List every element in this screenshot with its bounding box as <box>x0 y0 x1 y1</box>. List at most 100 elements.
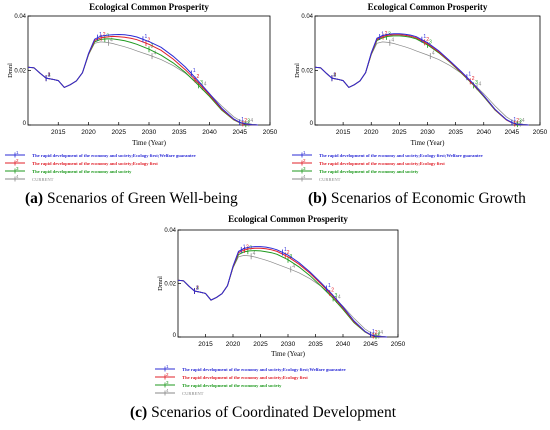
chart-b-series-1-marker-label: 1 <box>423 34 426 40</box>
chart-c-series-2-marker-label: 2 <box>375 330 378 336</box>
chart-c-xtick-label: 2035 <box>308 341 323 348</box>
chart-a-series-3-marker-label: 3 <box>48 73 51 79</box>
chart-b-xtick-label: 2020 <box>364 129 379 136</box>
chart-a-series-1-marker-label: 1 <box>144 34 147 40</box>
chart-a-series-2-marker-label: 2 <box>244 118 247 124</box>
chart-a-legend-2-number: 2 <box>16 158 19 163</box>
chart-b-series-2-line <box>314 34 529 126</box>
chart-b-series-4-marker-label: 4 <box>333 73 336 79</box>
chart-b-series-1-marker-label: 1 <box>381 31 384 37</box>
chart-b-xtick-label: 2050 <box>533 129 548 136</box>
caption-b: (b) Scenarios of Economic Growth <box>308 190 526 208</box>
chart-c-ytick-label: 0.02 <box>164 282 176 288</box>
chart-c-series-2-marker-label: 2 <box>196 285 199 291</box>
chart-c-legend-4-number: 4 <box>166 388 169 393</box>
chart-c-series-1-marker-label: 1 <box>243 244 246 250</box>
chart-c-xlabel: Time (Year) <box>271 350 306 358</box>
chart-a-series-2-marker-label: 2 <box>196 74 199 80</box>
chart-b-legend-4-number: 4 <box>303 174 306 179</box>
chart-a-xtick-label: 2035 <box>172 129 187 136</box>
chart-c-xtick-label: 2020 <box>226 341 241 348</box>
chart-a-xlabel: Time (Year) <box>132 139 167 147</box>
chart-a-ylabel: Dmnl <box>7 63 14 78</box>
chart-b-series-1-line <box>314 33 529 126</box>
chart-c-series-1-line <box>177 246 388 338</box>
chart-c-series-3-marker-label: 3 <box>335 293 338 299</box>
chart-b-series-3-marker-label: 3 <box>475 80 478 86</box>
chart-c-series-4-marker-label: 4 <box>196 285 199 291</box>
chart-b-series-1-marker-label: 1 <box>513 117 516 123</box>
chart-c-series-4-marker-label: 4 <box>292 264 295 270</box>
chart-a-plot-frame <box>27 15 271 126</box>
chart-b-legend-2-number: 2 <box>303 158 306 163</box>
chart-c-legend-1-number: 1 <box>166 364 169 369</box>
chart-a-xtick-label: 2040 <box>202 129 217 136</box>
chart-c-series-4-marker-label: 4 <box>338 294 341 300</box>
chart-a-legend-2-label: The rapid development of the economy and… <box>32 161 158 166</box>
chart-b-series-1-marker-label: 1 <box>333 73 336 79</box>
chart-a-ytick-label: 0.02 <box>14 69 26 75</box>
chart-b-series-4-marker-label: 4 <box>522 118 525 124</box>
chart-c-ytick-label: 0 <box>173 333 177 339</box>
chart-b-series-2-marker-label: 2 <box>385 31 388 37</box>
chart-c-series-4-marker-label: 4 <box>253 251 256 257</box>
chart-b-xtick-label: 2015 <box>336 129 351 136</box>
chart-c-series-1-marker-label: 1 <box>372 329 375 335</box>
chart-a-series-4-marker-label: 4 <box>250 118 253 124</box>
chart-b-series-3-marker-label: 3 <box>429 39 432 45</box>
chart-a-xtick-label: 2020 <box>81 129 96 136</box>
chart-a-legend-3-label: The rapid development of the economy and… <box>32 169 132 174</box>
chart-a-series-4-marker-label: 4 <box>204 82 207 88</box>
chart-b-legend-3-label: The rapid development of the economy and… <box>319 169 419 174</box>
chart-c-series-3-marker-label: 3 <box>196 285 199 291</box>
chart-c-legend-4-label: CURRENT <box>182 391 204 396</box>
chart-c-xtick-label: 2015 <box>198 341 213 348</box>
caption-b-text: Scenarios of Economic Growth <box>326 190 526 207</box>
chart-b-xlabel: Time (Year) <box>411 139 446 147</box>
chart-a-legend-1-number: 1 <box>16 150 19 155</box>
chart-a-series-2-marker-label: 2 <box>147 38 150 44</box>
chart-a-xtick-label: 2025 <box>112 129 127 136</box>
chart-b-ylabel: Dmnl <box>294 63 301 78</box>
chart-a-series-1-marker-label: 1 <box>241 117 244 123</box>
chart-c-xtick-label: 2040 <box>336 341 351 348</box>
chart-a-series-2-marker-label: 2 <box>48 73 51 79</box>
chart-c-xtick-label: 2025 <box>253 341 268 348</box>
caption-c-text: Scenarios of Coordinated Development <box>147 404 396 421</box>
chart-c-series-1-marker-label: 1 <box>284 247 287 253</box>
chart-b-series-1-marker-label: 1 <box>468 72 471 78</box>
chart-c-plot-frame <box>177 229 399 338</box>
chart-a-xtick-label: 2030 <box>142 129 157 136</box>
chart-b-xtick-label: 2040 <box>477 129 492 136</box>
caption-b-letter: (b) <box>308 190 327 207</box>
chart-a-series-3-line <box>27 38 258 126</box>
chart-a-series-4-line <box>27 41 258 126</box>
caption-a-text: Scenarios of Green Well-being <box>43 190 238 207</box>
chart-b-ytick-label: 0.02 <box>301 69 313 75</box>
chart-a-ytick-label: 0 <box>23 121 27 127</box>
chart-c-title: Ecological Common Prosperity <box>228 214 348 224</box>
chart-a-series-4-marker-label: 4 <box>154 51 157 57</box>
chart-b-series-3-marker-label: 3 <box>333 73 336 79</box>
chart-b: Ecological Common Prosperity 0 0.02 0.04 Dmn… <box>292 2 548 182</box>
chart-c-series-3-marker-label: 3 <box>378 331 381 337</box>
chart-b-series-4-marker-label: 4 <box>479 82 482 88</box>
chart-c-legend-3-label: The rapid development of the economy and… <box>182 383 282 388</box>
chart-c-series-2-marker-label: 2 <box>287 250 290 256</box>
chart-b-legend-1-number: 1 <box>303 150 306 155</box>
chart-c-ylabel: Dmnl <box>157 276 164 291</box>
chart-c-legend-2-label: The rapid development of the economy and… <box>182 375 308 380</box>
chart-c-series-4-line <box>177 255 388 338</box>
chart-a-legend-4-number: 4 <box>16 174 19 179</box>
chart-c-series-4-marker-label: 4 <box>380 330 383 336</box>
chart-a-series-1-marker-label: 1 <box>48 73 51 79</box>
chart-c-xtick-label: 2050 <box>391 341 406 348</box>
chart-b-xtick-label: 2035 <box>448 129 463 136</box>
chart-b-legend-4-label: CURRENT <box>319 177 341 182</box>
chart-b-legend-2-label: The rapid development of the economy and… <box>319 161 445 166</box>
chart-a-ytick-label: 0.04 <box>14 14 26 20</box>
chart-b-series-4-marker-label: 4 <box>391 37 394 43</box>
caption-a: (a) Scenarios of Green Well-being <box>25 190 238 208</box>
chart-a-xtick-label: 2015 <box>51 129 66 136</box>
